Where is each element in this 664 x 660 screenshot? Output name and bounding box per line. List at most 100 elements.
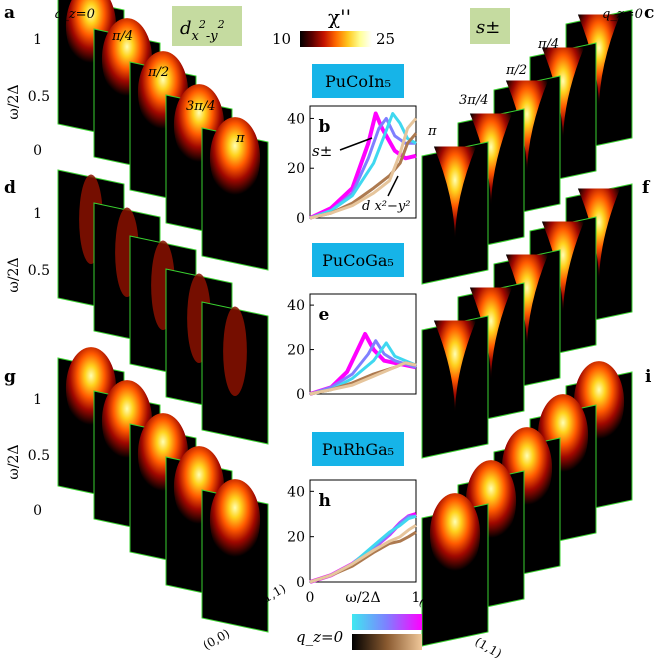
chart-frame — [309, 479, 417, 583]
colorbar-label: χ'' — [328, 5, 351, 29]
heat-glow — [209, 479, 261, 561]
chart-annotation-arrow — [387, 175, 399, 197]
colorbar-gradient — [300, 31, 372, 47]
chart-panel-letter: h — [318, 491, 330, 511]
material-badge-bg — [312, 64, 404, 98]
dwave-badge-bg — [172, 6, 242, 46]
qz-legend: q_z=0 π — [296, 614, 438, 650]
dwave-badge: dx2-y2 — [172, 6, 242, 46]
chart-x-label: ω/2Δ — [345, 590, 380, 606]
chart-series-line — [309, 361, 417, 396]
panel-letter-g: g — [4, 367, 16, 387]
chart-series-line — [309, 524, 417, 584]
qz-label-pi: π — [235, 131, 245, 146]
heat-glow — [541, 47, 585, 144]
qz-legend-bottom-gradient — [352, 634, 422, 650]
y-axis-label: ω/2Δ — [6, 84, 22, 119]
material-badge-bg — [312, 432, 404, 466]
left-heat-panel — [201, 117, 269, 271]
chart-panel-e: 0 20 40 e — [287, 293, 417, 403]
spm-badge: s± — [470, 8, 510, 44]
y-tick-0: 0 — [33, 503, 42, 519]
material-badge-pucoin5: PuCoIn₅ — [312, 64, 404, 98]
chart-y-tick: 20 — [287, 530, 305, 546]
material-badge-pucoga5: PuCoGa₅ — [312, 243, 404, 277]
left-heat-panel — [201, 479, 269, 633]
chart-annotation: d x²−y² — [362, 199, 410, 214]
qz-legend-top-gradient — [352, 614, 422, 630]
heat-glow — [209, 117, 261, 199]
right-panel-letter-f: f — [642, 178, 651, 198]
left-heat-panel — [201, 301, 269, 445]
heat-glow — [505, 80, 549, 177]
y-tick-1: 1 — [33, 32, 42, 48]
heat-glow — [469, 287, 513, 384]
qz-label-pi4: π/4 — [537, 37, 559, 52]
right-heat-panel — [421, 141, 489, 285]
material-badge-text: PuCoIn₅ — [325, 72, 391, 91]
left-y-axis-row1: 1 0.5 0 ω/2Δ — [6, 32, 50, 159]
colorbar-min: 10 — [272, 30, 291, 48]
chart-y-tick: 0 — [296, 387, 305, 403]
chart-series-line — [309, 339, 417, 396]
chart-y-tick: 0 — [296, 575, 305, 591]
right-corner-11: (1,1) — [473, 634, 505, 660]
line-charts: 0 20 40 b s± d x²−y² 0 20 40 e 0 20 40 h 0 1 ω/2Δ — [287, 105, 421, 606]
qz-legend-start: q_z=0 — [296, 628, 344, 646]
heat-glow — [505, 254, 549, 351]
spm-badge-bg — [470, 8, 510, 44]
y-axis-label: ω/2Δ — [6, 257, 22, 292]
chart-series-line — [309, 332, 417, 396]
chart-y-tick: 0 — [296, 211, 305, 227]
left-y-axis-row2: 1 0.5 ω/2Δ — [6, 206, 50, 293]
qz-label-pi: π — [427, 124, 437, 139]
panel-letter-d: d — [4, 178, 16, 198]
material-badge-bg — [312, 243, 404, 277]
chart-y-tick: 40 — [287, 484, 305, 500]
heat-glow — [469, 113, 513, 210]
chart-y-tick: 40 — [287, 111, 305, 127]
right-stacks — [421, 9, 633, 647]
heat-glow — [433, 320, 477, 417]
qz-label-pi2: π/2 — [505, 63, 527, 78]
heat-glow — [577, 188, 621, 285]
chart-x-tick: 1 — [412, 590, 421, 606]
dwave-badge-text: dx2-y2 — [180, 18, 225, 44]
chart-annotation-arrow — [339, 137, 373, 151]
y-tick-1: 1 — [33, 206, 42, 222]
qz-label-3pi4: 3π/4 — [186, 99, 215, 114]
colorbar: χ'' 10 25 — [272, 5, 395, 48]
right-panel-letter-c: c — [644, 3, 654, 23]
left-stacks — [57, 0, 269, 633]
chart-x-tick: 0 — [306, 590, 315, 606]
heat-glow — [577, 14, 621, 111]
heat-glow — [541, 221, 585, 318]
left-qz-labels: q_z=0 π/4 π/2 3π/4 π — [54, 7, 245, 146]
left-y-axis-row3: 1 0.5 0 ω/2Δ — [6, 392, 50, 519]
chart-annotation: s± — [312, 142, 332, 160]
colorbar-max: 25 — [376, 30, 395, 48]
qz-label-pi2: π/2 — [147, 65, 169, 80]
right-panel-letter-i: i — [645, 367, 652, 387]
chart-panel-b: 0 20 40 b s± d x²−y² — [287, 105, 418, 227]
material-badge-purhga5: PuRhGa₅ — [312, 432, 404, 466]
heat-glow — [433, 146, 477, 243]
material-badge-text: PuRhGa₅ — [322, 440, 394, 459]
heat-glow — [429, 493, 481, 575]
chart-y-tick: 40 — [287, 298, 305, 314]
panel-letter-a: a — [4, 3, 15, 23]
chart-panel-letter: b — [318, 117, 330, 137]
qz-label-pi4: π/4 — [111, 29, 133, 44]
spm-badge-text: s± — [476, 17, 500, 38]
material-badge-text: PuCoGa₅ — [322, 251, 394, 270]
heat-glow — [223, 306, 247, 397]
y-axis-label: ω/2Δ — [6, 444, 22, 479]
right-heat-panel — [421, 493, 489, 647]
y-tick-0-5: 0.5 — [28, 89, 50, 105]
qz-label-0: q_z=0 — [602, 7, 643, 22]
qz-legend-end: π — [428, 628, 438, 646]
y-tick-0-5: 0.5 — [28, 263, 50, 279]
chart-y-tick: 20 — [287, 343, 305, 359]
y-tick-1: 1 — [33, 392, 42, 408]
